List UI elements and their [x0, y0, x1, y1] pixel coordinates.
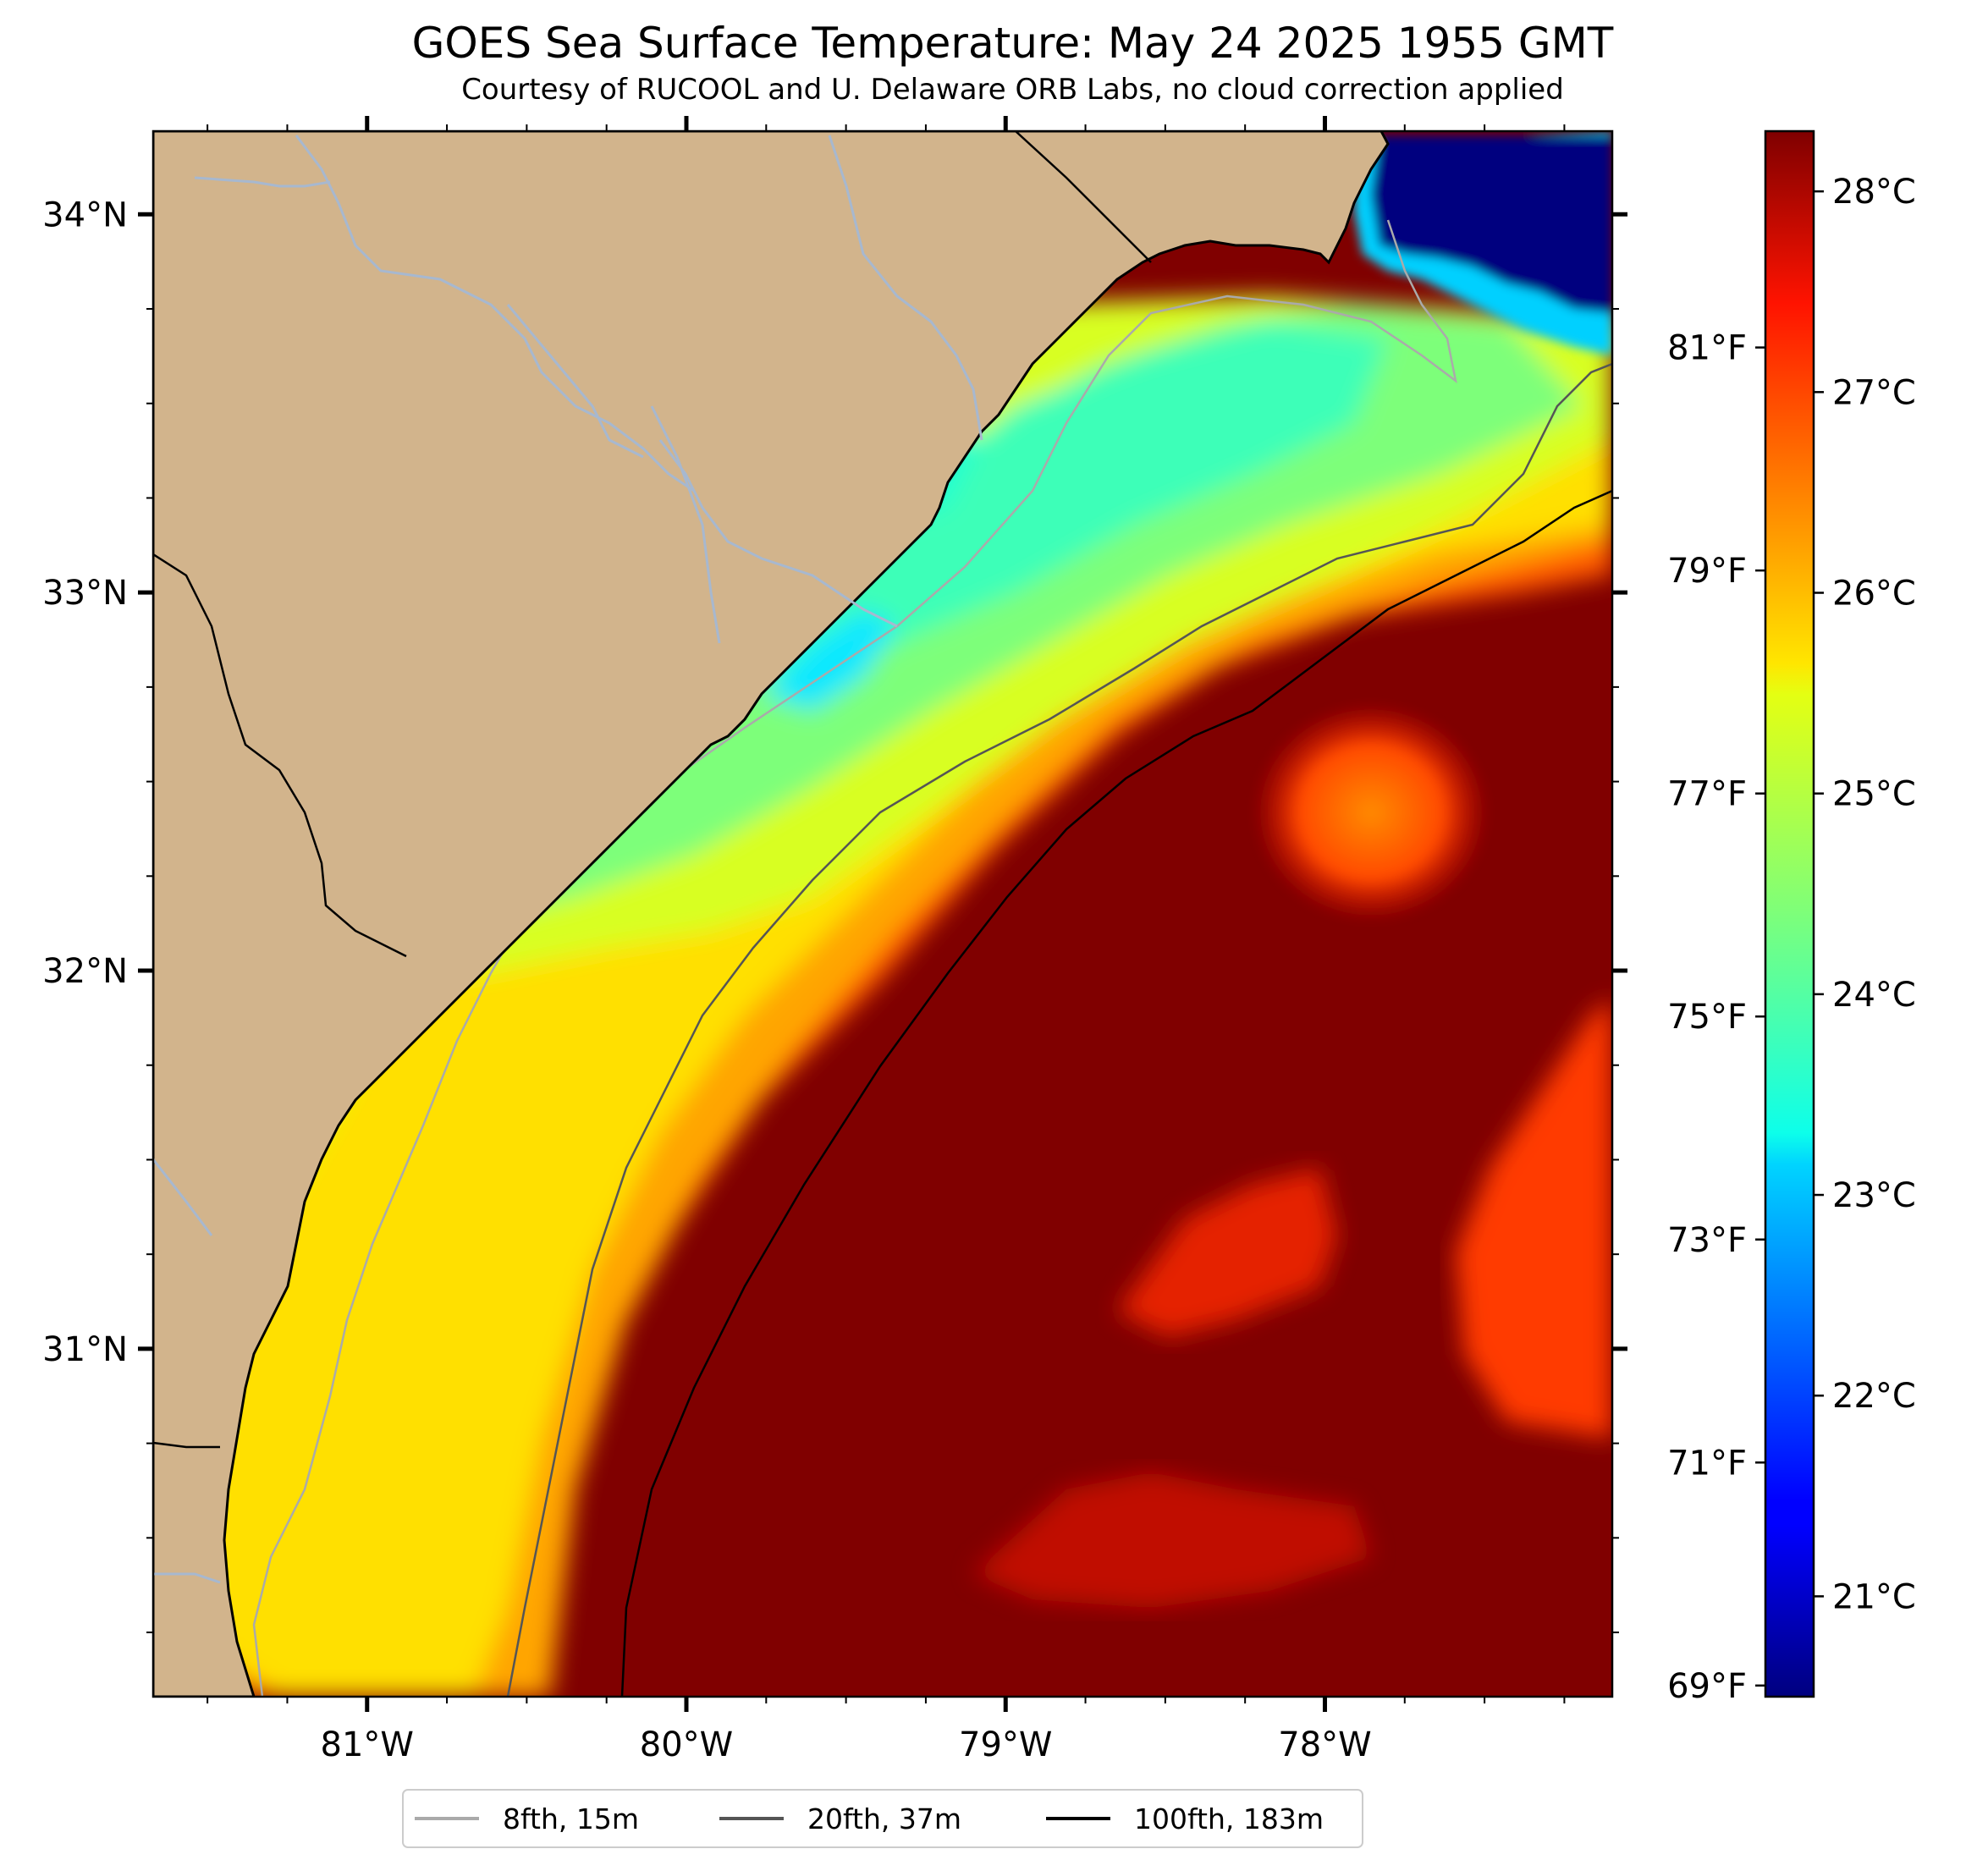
- lon-tick-label: 79°W: [959, 1725, 1052, 1764]
- warm-filament-east: [1456, 999, 1612, 1439]
- map-title: GOES Sea Surface Temperature: May 24 202…: [411, 19, 1614, 68]
- celsius-tick-label: 22°C: [1832, 1377, 1916, 1416]
- legend-box: [402, 1789, 1363, 1848]
- rivers: [153, 135, 983, 1584]
- celsius-tick-label: 23°C: [1832, 1176, 1916, 1215]
- lat-tick-label: 34°N: [42, 195, 128, 234]
- celsius-tick-label: 26°C: [1832, 575, 1916, 614]
- legend-label-100fth: 100fth, 183m: [1134, 1802, 1324, 1835]
- isobath-8fth: [252, 219, 1457, 1697]
- map-frame: [151, 129, 1614, 1698]
- contour-legend: 8fth, 15m 20fth, 37m 100fth, 183m: [402, 1789, 1363, 1848]
- fahrenheit-tick-label: 71°F: [1667, 1444, 1747, 1483]
- celsius-tick-label: 24°C: [1832, 976, 1916, 1015]
- warm-patch-central: [1117, 1168, 1337, 1337]
- fahrenheit-tick-label: 73°F: [1667, 1221, 1747, 1260]
- lat-tick-label: 31°N: [42, 1330, 128, 1369]
- colorbar: [1764, 129, 1815, 1698]
- fahrenheit-tick-label: 75°F: [1667, 998, 1747, 1037]
- warm-eddy: [1253, 702, 1490, 922]
- lat-tick-label: 33°N: [42, 574, 128, 613]
- map-axis-ticks: 81°W 80°W 79°W 78°W 34°N 33°N 32°N 31°N: [42, 116, 1627, 1764]
- fahrenheit-tick-label: 69°F: [1667, 1667, 1747, 1706]
- warm-patch-south: [973, 1472, 1371, 1608]
- celsius-tick-label: 27°C: [1832, 373, 1916, 412]
- map-subtitle: Courtesy of RUCOOL and U. Delaware ORB L…: [461, 73, 1564, 107]
- isobath-20fth: [506, 362, 1612, 1697]
- lon-tick-label: 78°W: [1278, 1725, 1371, 1764]
- lat-tick-label: 32°N: [42, 952, 128, 991]
- sst-cold-water: [1354, 131, 1612, 355]
- state-borders: [153, 131, 1152, 1449]
- celsius-tick-label: 25°C: [1832, 775, 1916, 814]
- fahrenheit-tick-label: 81°F: [1667, 329, 1747, 368]
- lon-tick-label: 81°W: [321, 1725, 414, 1764]
- lon-tick-label: 80°W: [640, 1725, 733, 1764]
- celsius-tick-label: 28°C: [1832, 173, 1916, 212]
- fahrenheit-tick-label: 79°F: [1667, 552, 1747, 591]
- fahrenheit-tick-label: 77°F: [1667, 775, 1747, 814]
- colorbar-ticks: 28°C 27°C 26°C 25°C 24°C 23°C 22°C 21°C 81°F 79°F…: [1667, 173, 1916, 1706]
- legend-label-20fth: 20fth, 37m: [807, 1802, 961, 1835]
- isobath-100fth: [620, 489, 1612, 1697]
- sst-map: [153, 131, 1612, 1697]
- legend-label-8fth: 8fth, 15m: [503, 1802, 639, 1835]
- land-mass: [153, 131, 1390, 1697]
- celsius-tick-label: 21°C: [1832, 1577, 1916, 1616]
